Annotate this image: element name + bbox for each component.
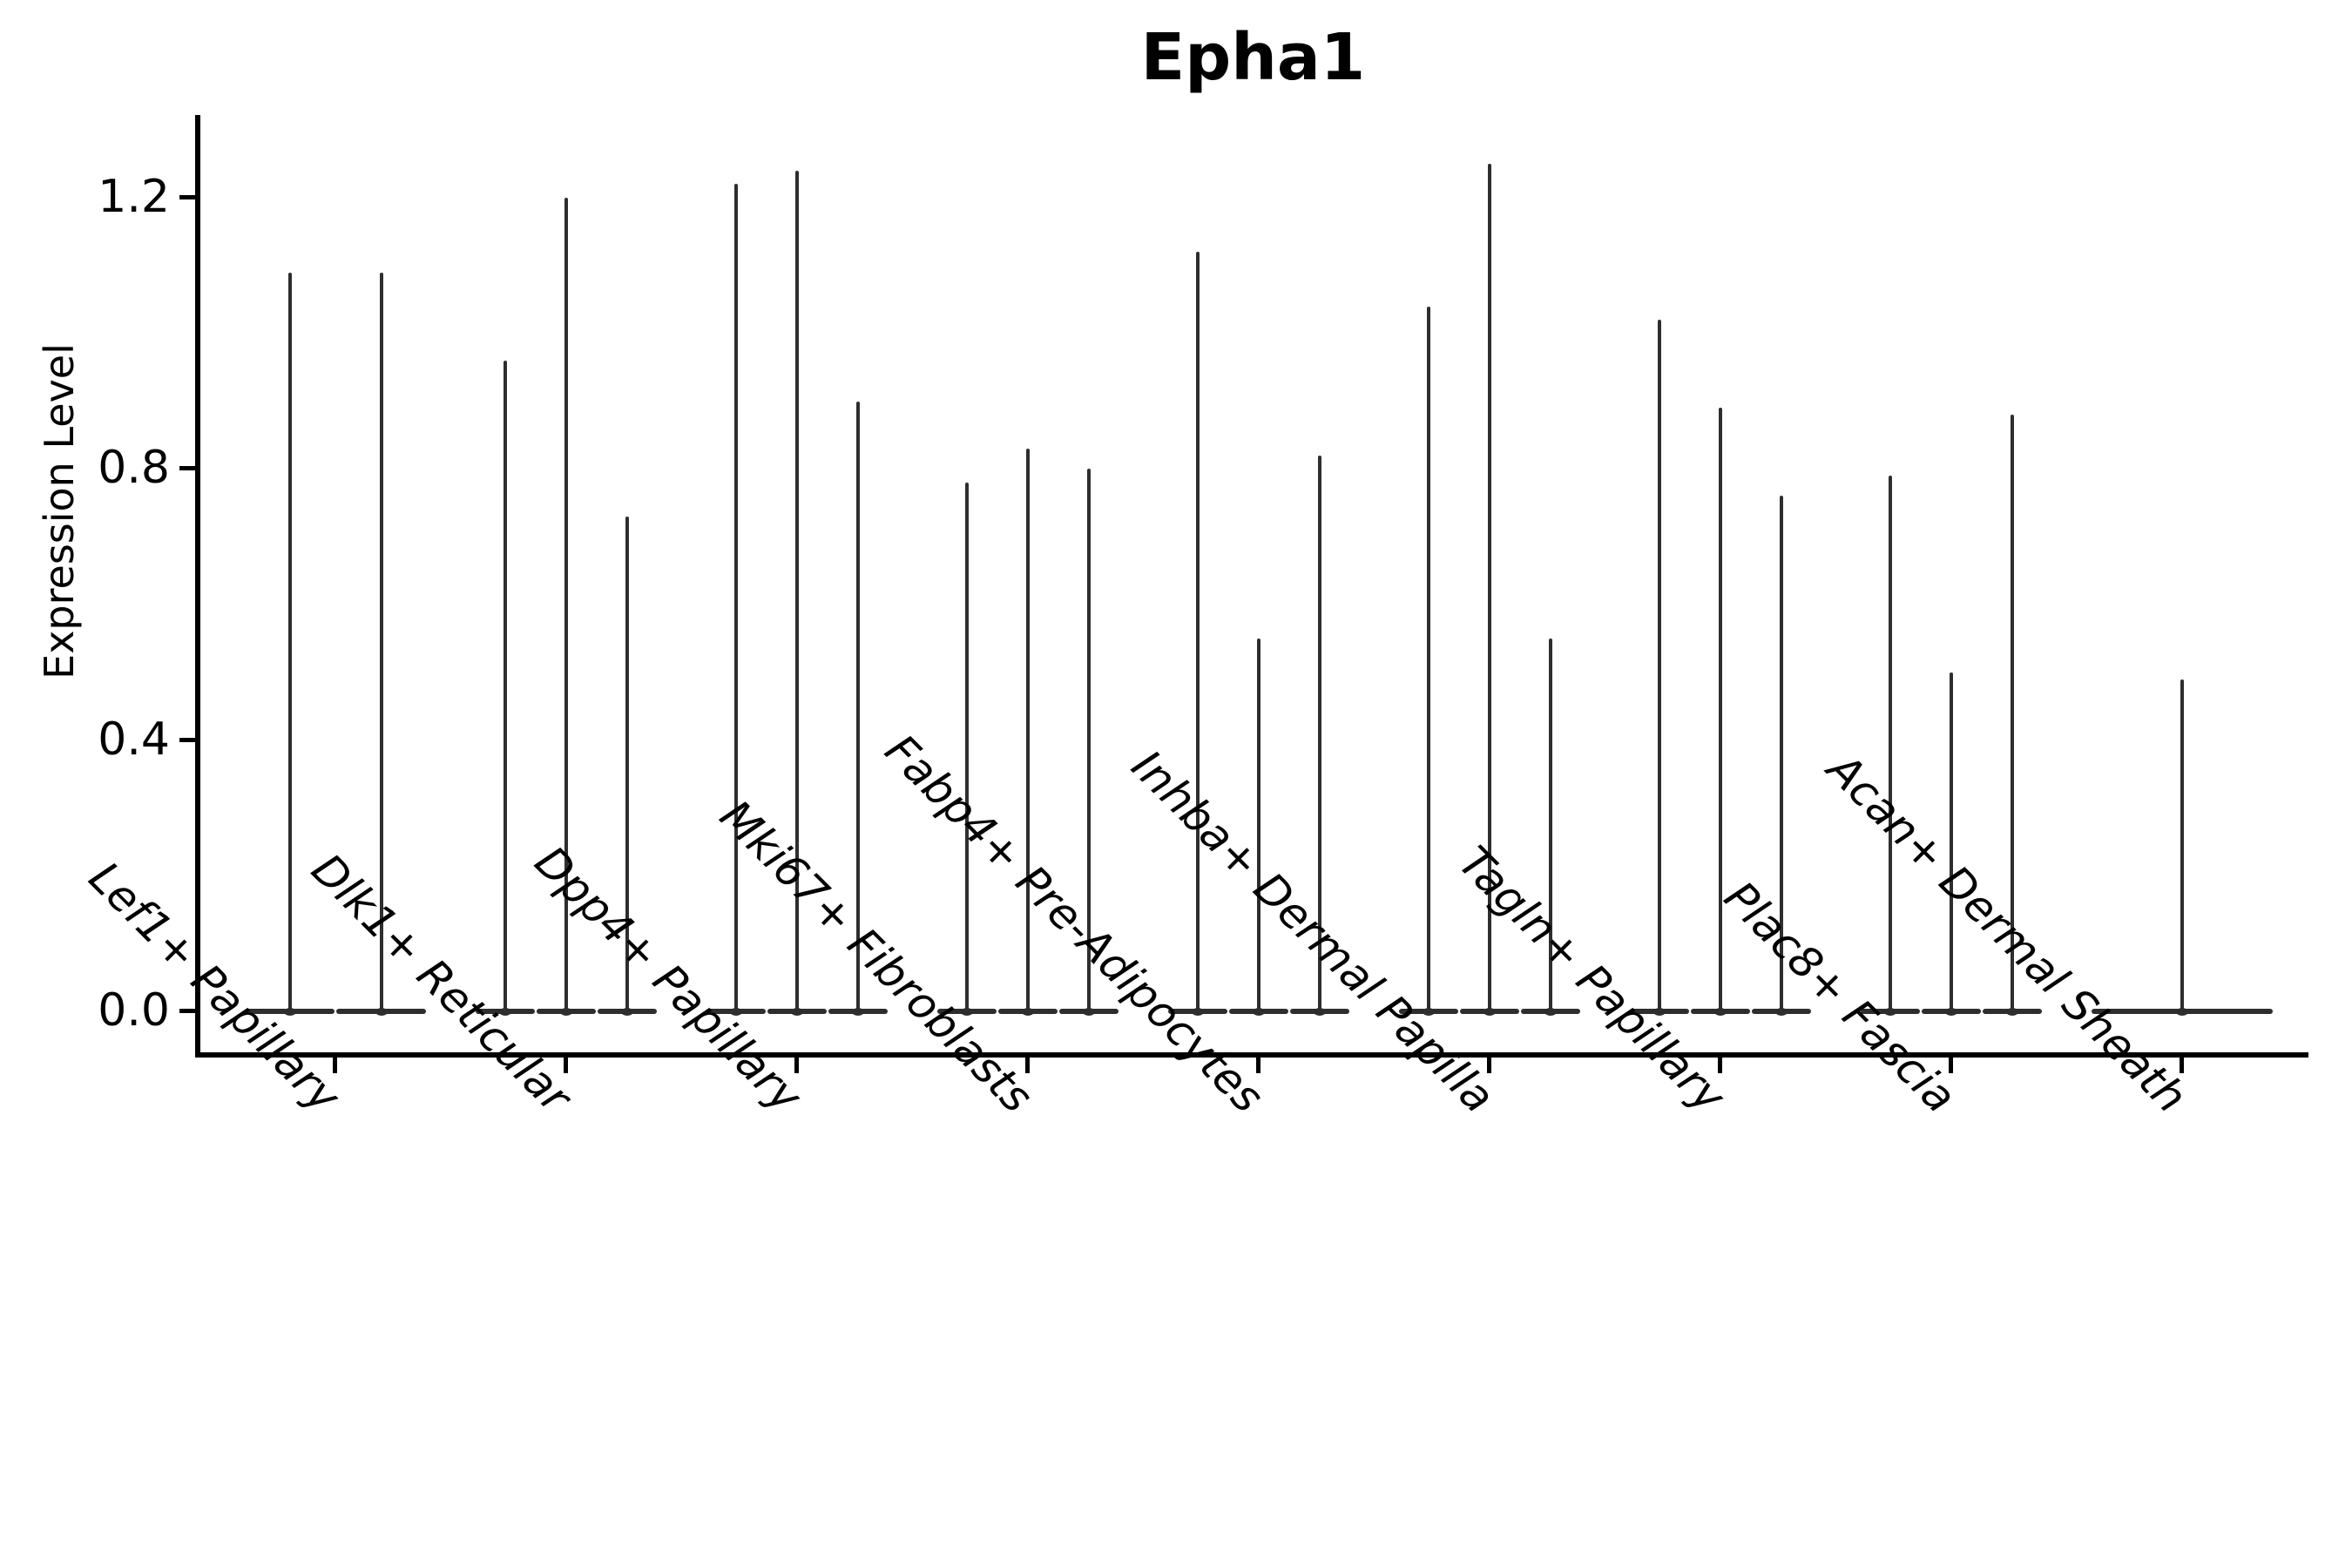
y-tick-label: 0.4 <box>98 713 170 766</box>
x-tick-mark <box>564 1058 568 1073</box>
y-tick-mark <box>179 195 195 199</box>
x-tick-mark <box>1256 1058 1260 1073</box>
violin-spike <box>1889 476 1892 1011</box>
y-tick-label: 1.2 <box>98 171 170 223</box>
violin-spike <box>1318 455 1321 1011</box>
violin-spike <box>504 360 507 1011</box>
chart-title: Epha1 <box>1140 20 1366 95</box>
violin-bulge <box>1314 1007 1326 1016</box>
x-axis-spine <box>195 1052 2308 1058</box>
x-tick-mark <box>1949 1058 1953 1073</box>
violin-spike <box>1488 164 1491 1011</box>
violin-bulge <box>1945 1007 1957 1016</box>
violin-bulge <box>499 1007 511 1016</box>
violin-bulge <box>1192 1007 1204 1016</box>
violin-spike <box>1196 252 1200 1011</box>
violin-bulge <box>791 1007 803 1016</box>
violin-spike <box>379 272 383 1011</box>
x-tick-mark <box>2180 1058 2184 1073</box>
violin-spike <box>1950 672 1953 1011</box>
violin-spike <box>856 401 860 1011</box>
violin-bulge <box>1884 1007 1896 1016</box>
x-tick-mark <box>794 1058 799 1073</box>
violin-bulge <box>621 1007 633 1016</box>
violin-spike <box>1427 306 1430 1011</box>
violin-spike <box>1087 469 1091 1011</box>
violin-spike <box>1549 638 1552 1011</box>
violin-bulge <box>961 1007 973 1016</box>
y-axis-spine <box>195 115 200 1058</box>
x-tick-mark <box>1487 1058 1491 1073</box>
violin-spike <box>1257 638 1260 1011</box>
violin-bulge <box>1423 1007 1435 1016</box>
y-tick-mark <box>179 1009 195 1013</box>
violin-bulge <box>730 1007 742 1016</box>
violin-spike <box>2011 415 2014 1011</box>
x-tick-mark <box>1718 1058 1722 1073</box>
violin-spike <box>734 184 738 1011</box>
violin-spike <box>1780 496 1783 1011</box>
violin-bulge <box>1714 1007 1727 1016</box>
violin-spike <box>287 272 292 1011</box>
violin-spike <box>1658 320 1661 1011</box>
violin-spike <box>1719 408 1722 1011</box>
violin-bulge <box>283 1007 296 1016</box>
y-tick-label: 0.0 <box>98 984 170 1037</box>
violin-bulge <box>1544 1007 1557 1016</box>
violin-spike <box>2180 679 2184 1011</box>
violin-bulge <box>560 1007 572 1016</box>
violin-bulge <box>1775 1007 1788 1016</box>
y-axis-label: Expression Level <box>36 343 83 679</box>
violin-bulge <box>852 1007 864 1016</box>
violin-spike <box>965 482 969 1011</box>
violin-bulge <box>2006 1007 2018 1016</box>
x-tick-mark <box>1025 1058 1030 1073</box>
y-tick-label: 0.8 <box>98 442 170 494</box>
violin-bulge <box>375 1007 388 1016</box>
violin-bulge <box>2176 1007 2188 1016</box>
violin-bulge <box>1083 1007 1095 1016</box>
violin-spike <box>1026 449 1030 1011</box>
violin-bulge <box>1484 1007 1496 1016</box>
violin-bulge <box>1653 1007 1666 1016</box>
violin-spike <box>625 516 629 1011</box>
violin-spike <box>564 198 568 1011</box>
violin-bulge <box>1253 1007 1265 1016</box>
y-tick-mark <box>179 738 195 742</box>
violin-spike <box>795 170 799 1011</box>
violin-bulge <box>1022 1007 1034 1016</box>
y-tick-mark <box>179 466 195 470</box>
x-tick-mark <box>333 1058 337 1073</box>
